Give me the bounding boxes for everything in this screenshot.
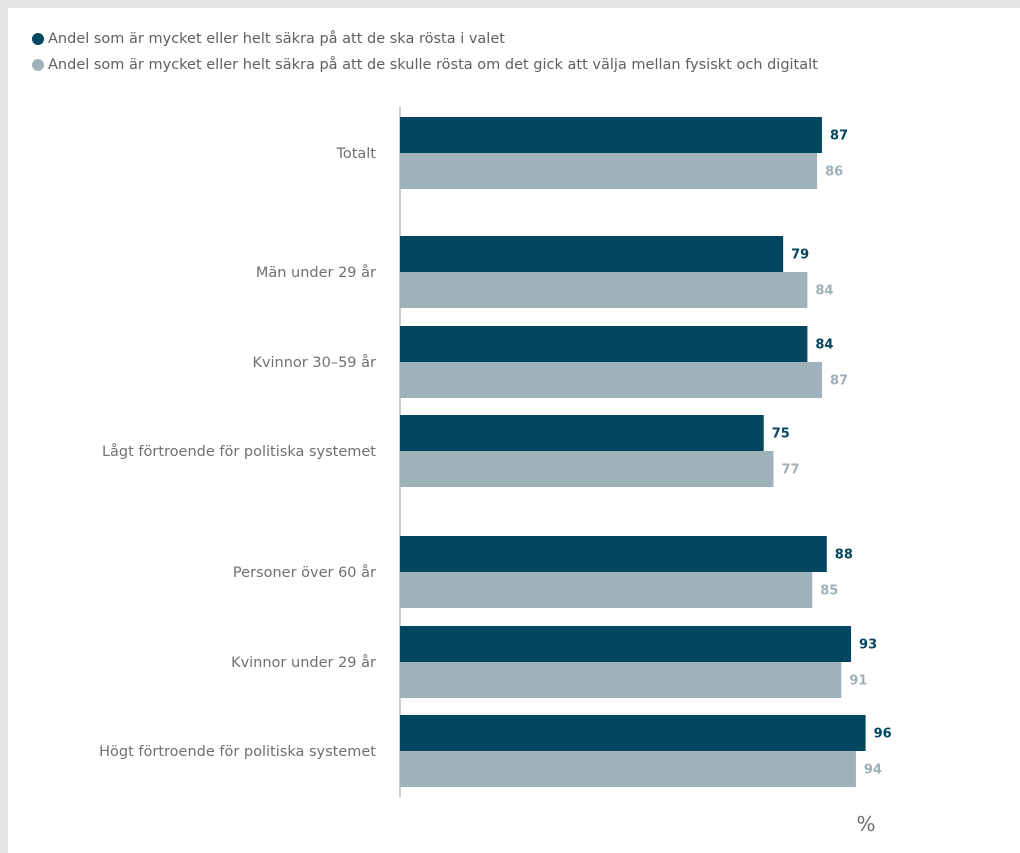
unit-label: % xyxy=(856,812,875,836)
bar-series-2 xyxy=(400,451,774,487)
legend-label: Andel som är mycket eller helt säkra på … xyxy=(48,57,818,73)
bar-series-2 xyxy=(400,572,813,608)
bar-series-1 xyxy=(400,236,784,272)
legend-item-series-1: Andel som är mycket eller helt säkra på … xyxy=(32,26,818,52)
data-label: 75 xyxy=(772,427,790,442)
data-label: 86 xyxy=(825,165,843,180)
legend-dot-icon xyxy=(32,33,44,45)
bar-series-1 xyxy=(400,326,808,362)
bar-series-1 xyxy=(400,117,822,153)
data-label: 84 xyxy=(815,284,833,299)
category-label: Kvinnor 30–59 år xyxy=(252,354,376,371)
bar-series-1 xyxy=(400,415,764,451)
legend: Andel som är mycket eller helt säkra på … xyxy=(32,26,818,78)
data-label: 84 xyxy=(815,338,833,353)
legend-item-series-2: Andel som är mycket eller helt säkra på … xyxy=(32,52,818,78)
bar-series-1 xyxy=(400,536,827,572)
data-label: 79 xyxy=(791,248,809,263)
data-label: 94 xyxy=(864,763,882,778)
category-label: Personer över 60 år xyxy=(233,564,376,581)
data-label: 87 xyxy=(830,374,848,389)
bar-series-2 xyxy=(400,272,808,308)
data-label: 77 xyxy=(781,463,799,478)
legend-dot-icon xyxy=(32,59,44,71)
category-label: Män under 29 år xyxy=(256,264,376,281)
bar-series-2 xyxy=(400,751,856,787)
bar-series-1 xyxy=(400,626,852,662)
data-label: 96 xyxy=(874,727,892,742)
legend-label: Andel som är mycket eller helt säkra på … xyxy=(48,31,505,47)
category-label: Lågt förtroende för politiska systemet xyxy=(102,443,376,460)
data-label: 93 xyxy=(859,638,877,653)
data-label: 88 xyxy=(835,548,853,563)
data-label: 85 xyxy=(820,584,838,599)
category-label: Högt förtroende för politiska systemet xyxy=(99,744,376,760)
category-label: Kvinnor under 29 år xyxy=(231,654,376,671)
bar-series-2 xyxy=(400,362,822,398)
data-label: 91 xyxy=(849,674,867,689)
bar-series-1 xyxy=(400,715,866,751)
category-label: Totalt xyxy=(335,146,376,162)
data-label: 87 xyxy=(830,129,848,144)
bar-series-2 xyxy=(400,153,818,189)
bar-series-2 xyxy=(400,662,842,698)
